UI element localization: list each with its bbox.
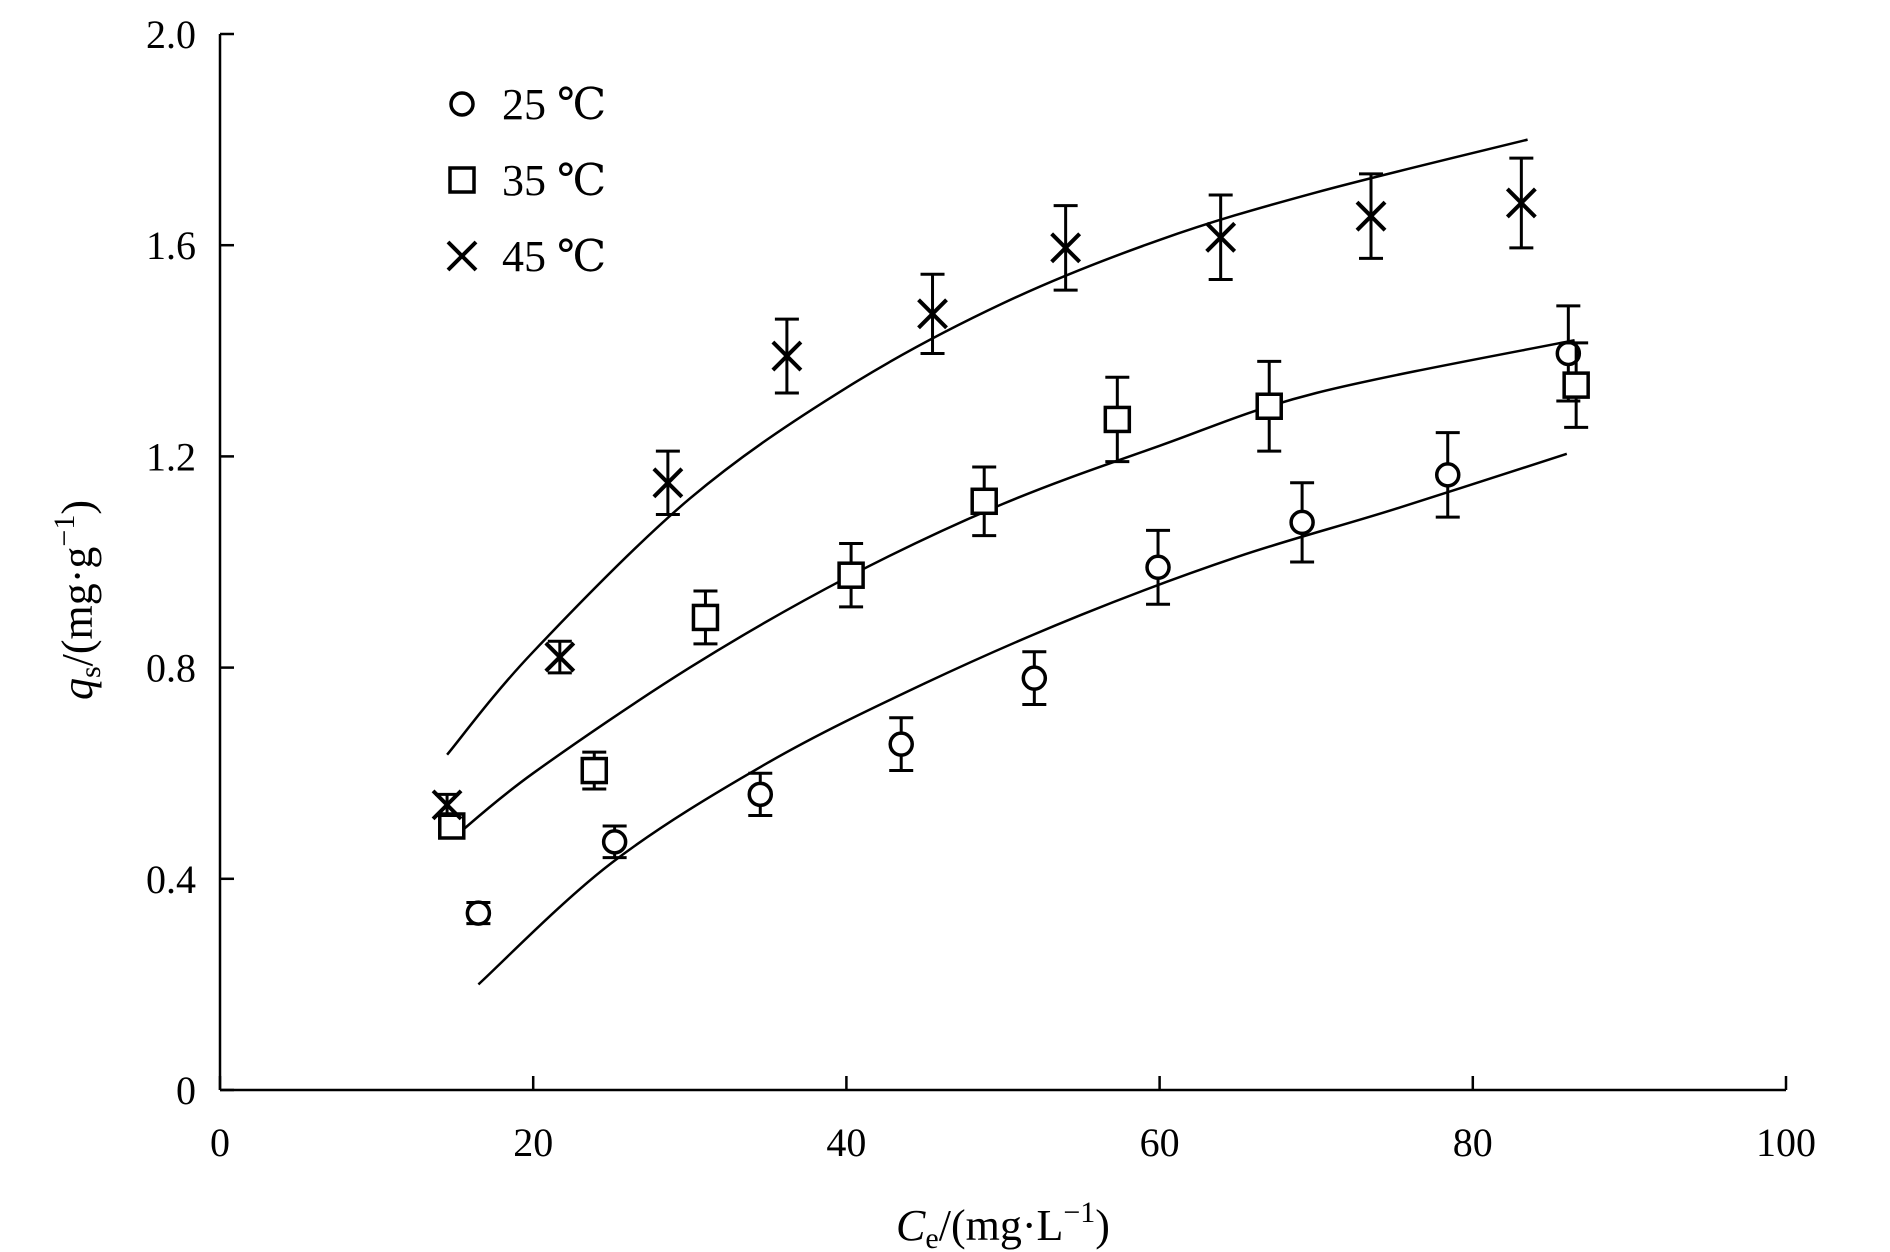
data-point	[970, 487, 998, 516]
cross-stroke	[446, 240, 478, 272]
circle-marker	[747, 781, 774, 808]
plot-area: 0 20 40 60 80 100 0 0.4 0.8 1.2 1.6 2.0	[146, 12, 1816, 1165]
data-point	[888, 731, 914, 757]
x-tick-label: 40	[826, 1120, 866, 1165]
y-tick-label: 0	[176, 1068, 196, 1113]
cross-stroke	[1355, 200, 1387, 232]
circle-marker	[465, 900, 492, 926]
legend-label: 45 ℃	[502, 232, 606, 281]
cross-stroke	[544, 641, 576, 673]
data-point	[1434, 462, 1461, 488]
square-marker	[1255, 392, 1283, 420]
y-tick-label: 2.0	[146, 12, 196, 57]
x-tick-label: 60	[1140, 1120, 1180, 1165]
square-marker	[448, 166, 476, 194]
y-tick-label: 0.8	[146, 646, 196, 691]
square-marker	[970, 487, 998, 516]
x-tick-label: 20	[513, 1120, 553, 1165]
circle-marker	[1434, 462, 1461, 488]
cross-stroke	[1505, 187, 1537, 219]
cross-stroke	[917, 298, 948, 330]
legend-label: 25 ℃	[502, 80, 606, 129]
fit-curve	[454, 338, 1575, 838]
x-tick-label: 80	[1453, 1120, 1493, 1165]
cross-stroke	[431, 789, 463, 821]
circle-marker	[888, 731, 914, 757]
y-axis-title: qs/(mg·g−1)	[48, 500, 107, 700]
y-ticks: 0 0.4 0.8 1.2 1.6 2.0	[146, 12, 234, 1113]
legend-marker	[448, 166, 476, 194]
x-ticks: 0 20 40 60 80 100	[210, 1076, 1816, 1165]
data-point	[1050, 232, 1082, 264]
circle-marker	[1021, 665, 1048, 691]
square-marker	[1103, 405, 1132, 434]
data-point	[837, 561, 865, 589]
data-point	[1505, 187, 1537, 219]
square-marker	[1562, 371, 1590, 399]
x-axis-title: Ce/(mg·L−1)	[896, 1196, 1110, 1252]
data-point	[917, 298, 948, 330]
data-point	[1562, 371, 1590, 399]
fit-curves	[446, 138, 1575, 986]
cross-stroke	[652, 467, 684, 499]
data-point	[771, 340, 803, 372]
data-point	[1145, 554, 1171, 581]
cross-stroke	[1205, 221, 1237, 253]
circle-marker	[449, 91, 475, 117]
data-point	[544, 641, 576, 673]
y-tick-label: 1.6	[146, 223, 196, 268]
data-point	[691, 603, 720, 632]
legend: 25 ℃ 35 ℃ 45 ℃	[446, 80, 606, 281]
data-point	[1103, 405, 1132, 434]
data-point	[1255, 392, 1283, 420]
data-point	[601, 829, 628, 855]
x-tick-label: 0	[210, 1120, 230, 1165]
legend-marker	[446, 240, 478, 272]
data-point	[1289, 509, 1315, 536]
data-point	[438, 812, 466, 840]
square-marker	[438, 812, 466, 840]
data-point	[465, 900, 492, 926]
data-point	[431, 789, 463, 821]
data-point	[652, 467, 684, 499]
square-marker	[691, 603, 720, 632]
data-markers	[431, 156, 1590, 926]
cross-stroke	[1050, 232, 1082, 264]
x-tick-label: 100	[1756, 1120, 1816, 1165]
data-point	[1355, 200, 1387, 232]
circle-marker	[1289, 509, 1315, 536]
fit-curve	[477, 452, 1568, 986]
circle-marker	[601, 829, 628, 855]
data-point	[747, 781, 774, 808]
y-tick-label: 0.4	[146, 857, 196, 902]
circle-marker	[1145, 554, 1171, 581]
data-point	[580, 756, 609, 785]
square-marker	[580, 756, 609, 785]
cross-stroke	[771, 340, 803, 372]
square-marker	[837, 561, 865, 589]
y-tick-label: 1.2	[146, 434, 196, 479]
legend-marker	[449, 91, 475, 117]
legend-label: 35 ℃	[502, 156, 606, 205]
data-point	[1021, 665, 1048, 691]
fit-curve	[446, 138, 1528, 756]
data-point	[1205, 221, 1237, 253]
